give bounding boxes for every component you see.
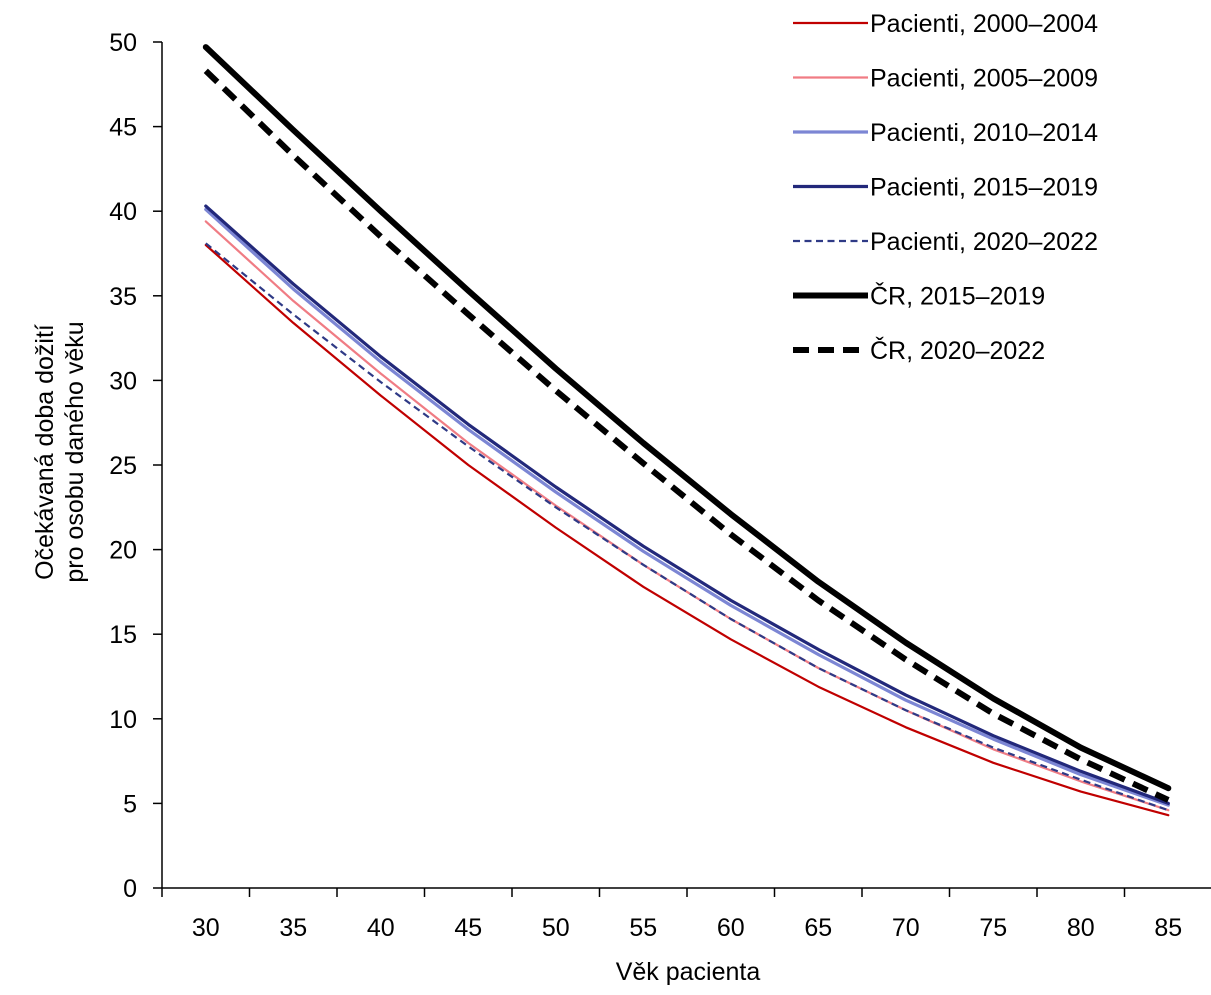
y-tick-label: 50 <box>109 29 137 57</box>
x-tick-label: 30 <box>192 914 220 942</box>
legend-label: Pacienti, 2005–2009 <box>870 65 1098 93</box>
legend-item: Pacienti, 2005–2009 <box>793 65 1098 93</box>
y-axis-title-line-2: pro osobu daného věku <box>61 321 89 582</box>
legend-label: ČR, 2015–2019 <box>870 282 1045 311</box>
x-tick-label: 50 <box>542 914 570 942</box>
y-tick-label: 30 <box>109 367 137 395</box>
y-tick-label: 40 <box>109 198 137 226</box>
legend-label: Pacienti, 2015–2019 <box>870 174 1098 202</box>
legend-item: Pacienti, 2015–2019 <box>793 174 1098 202</box>
series-line-3 <box>204 207 1170 807</box>
x-tick-label: 70 <box>892 914 920 942</box>
series-line-4 <box>204 204 1170 806</box>
legend-item: Pacienti, 2000–2004 <box>793 10 1098 38</box>
legend-label: ČR, 2020–2022 <box>870 336 1045 365</box>
legend-item: Pacienti, 2010–2014 <box>793 119 1098 147</box>
y-axis-title-line-1: Očekávaná doba dožití <box>31 324 59 580</box>
y-tick-label: 35 <box>109 283 137 311</box>
y-tick-label: 0 <box>123 875 137 903</box>
y-tick-label: 15 <box>109 621 137 649</box>
y-tick-label: 25 <box>109 452 137 480</box>
x-tick-label: 75 <box>979 914 1007 942</box>
x-tick-label: 85 <box>1154 914 1182 942</box>
y-tick-label: 45 <box>109 114 137 142</box>
x-tick-label: 65 <box>804 914 832 942</box>
legend-label: Pacienti, 2020–2022 <box>870 228 1098 256</box>
series-line-7 <box>203 68 1170 803</box>
series-lines <box>202 44 1172 817</box>
series-line-6 <box>202 44 1172 792</box>
legend-label: Pacienti, 2000–2004 <box>870 10 1098 38</box>
legend-item: ČR, 2020–2022 <box>793 336 1045 365</box>
legend: Pacienti, 2000–2004 Pacienti, 2005–2009 Pa… <box>793 10 1098 365</box>
series-line-5 <box>205 242 1169 812</box>
x-axis-title: Věk pacienta <box>616 958 761 986</box>
x-tick-label: 45 <box>454 914 482 942</box>
legend-label: Pacienti, 2010–2014 <box>870 119 1098 147</box>
axes: 0 5 10 15 20 25 30 35 40 45 50 30 35 40 45 50 55 60 65 70 75… <box>109 29 1211 942</box>
y-tick-label: 5 <box>123 790 137 818</box>
x-tick-label: 35 <box>279 914 307 942</box>
series-line-1 <box>204 243 1170 817</box>
y-tick-label: 20 <box>109 537 137 565</box>
legend-item: ČR, 2015–2019 <box>793 282 1045 311</box>
x-tick-label: 40 <box>367 914 395 942</box>
x-tick-label: 80 <box>1067 914 1095 942</box>
series-line-2 <box>204 220 1170 812</box>
y-tick-label: 10 <box>109 706 137 734</box>
x-tick-label: 60 <box>717 914 745 942</box>
legend-item: Pacienti, 2020–2022 <box>793 228 1098 256</box>
x-tick-label: 55 <box>629 914 657 942</box>
